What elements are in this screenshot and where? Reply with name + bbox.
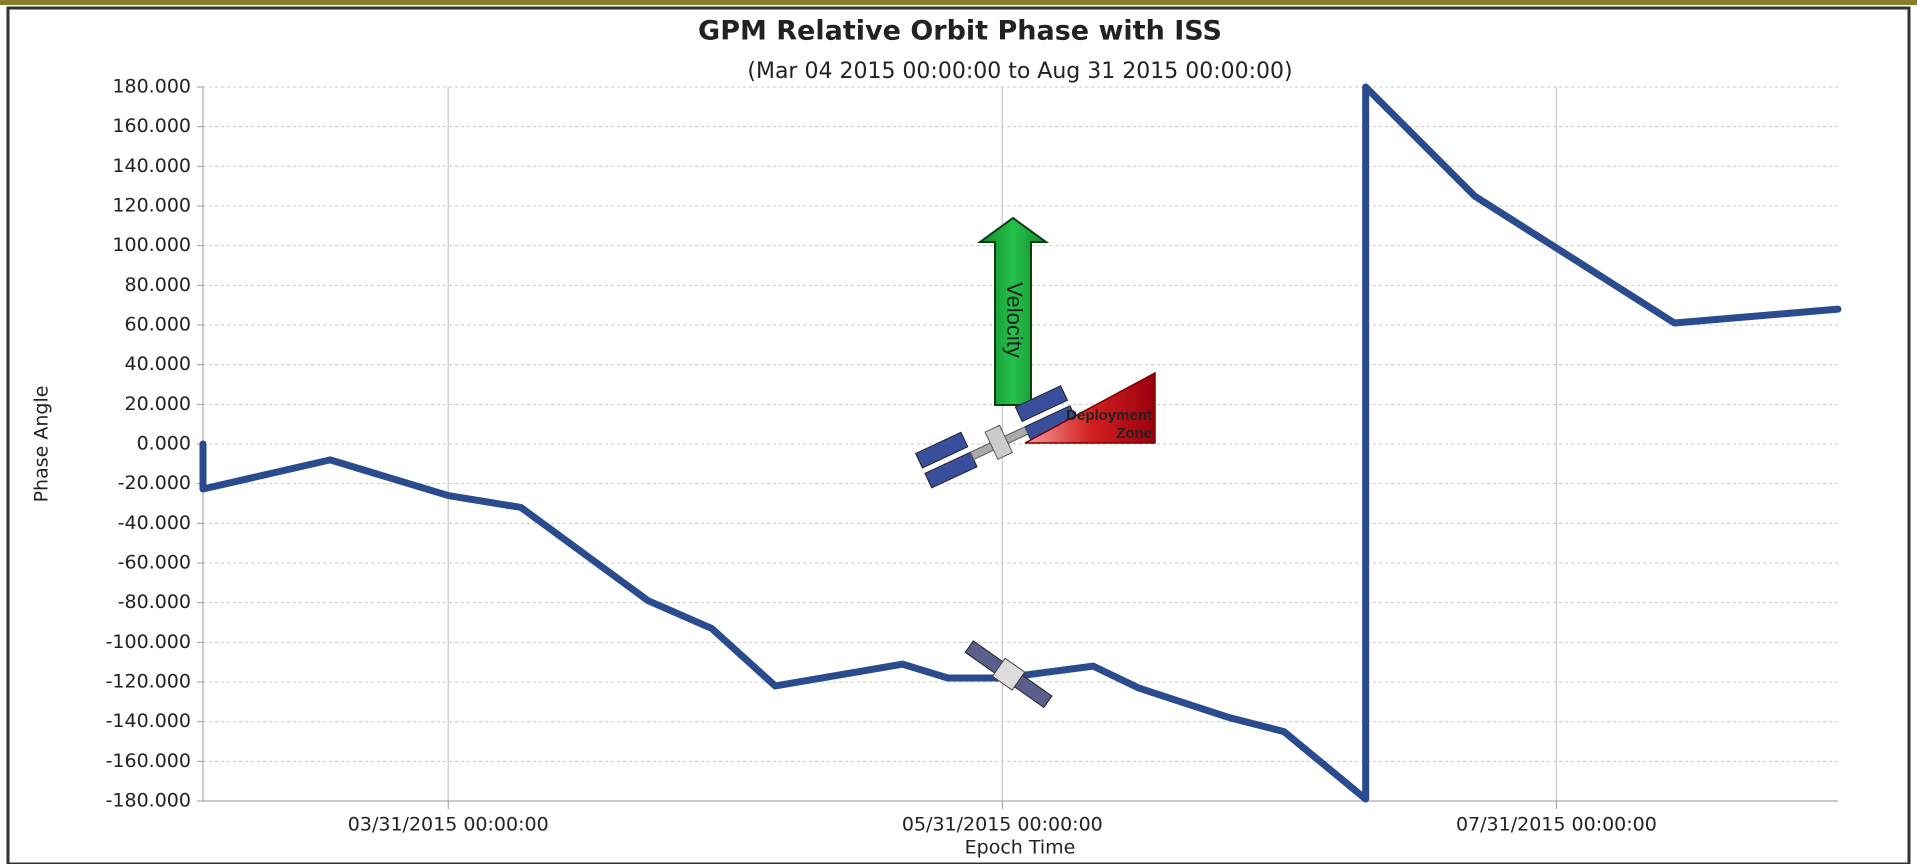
y-tick-label: 100.000 [112, 234, 191, 256]
y-tick-label: 20.000 [125, 393, 191, 415]
y-tick-label: -160.000 [106, 750, 191, 772]
y-tick-label: 40.000 [125, 353, 191, 375]
y-tick-label: 60.000 [125, 314, 191, 336]
x-tick-label: 05/31/2015 00:00:00 [902, 814, 1103, 836]
gpm-icon [964, 640, 1053, 709]
top-border [0, 0, 1917, 5]
y-tick-label: 120.000 [112, 195, 191, 217]
chart-subtitle: (Mar 04 2015 00:00:00 to Aug 31 2015 00:… [747, 59, 1292, 84]
deployment-label: Zone [1116, 425, 1152, 442]
chart-title: GPM Relative Orbit Phase with ISS [698, 16, 1222, 47]
y-tick-label: -20.000 [118, 472, 191, 494]
iss-icon [914, 385, 1078, 489]
y-tick-label: -180.000 [106, 790, 191, 812]
data-line [199, 83, 1842, 803]
y-tick-label: 0.000 [137, 433, 191, 455]
y-tick-label: -60.000 [118, 552, 191, 574]
y-tick-label: -100.000 [106, 631, 191, 653]
frame [6, 6, 1911, 864]
x-tick-label: 07/31/2015 00:00:00 [1456, 814, 1657, 836]
y-tick-label: -120.000 [106, 671, 191, 693]
y-tick-label: -80.000 [118, 591, 191, 613]
y-tick-label: 160.000 [112, 115, 191, 137]
velocity-label: Velocity [1002, 282, 1027, 358]
y-tick-label: -40.000 [118, 512, 191, 534]
y-tick-label: 80.000 [125, 274, 191, 296]
y-axis-label: Phase Angle [31, 386, 53, 503]
deployment-zone: Deployment Zone [1024, 371, 1156, 444]
x-axis-label: Epoch Time [965, 837, 1076, 859]
x-tick-label: 03/31/2015 00:00:00 [348, 814, 549, 836]
y-tick-label: -140.000 [106, 710, 191, 732]
velocity-arrow: Velocity [976, 216, 1050, 406]
y-tick-label: 140.000 [112, 155, 191, 177]
y-tick-label: 180.000 [112, 76, 191, 98]
deployment-label: Deployment [1066, 407, 1152, 424]
